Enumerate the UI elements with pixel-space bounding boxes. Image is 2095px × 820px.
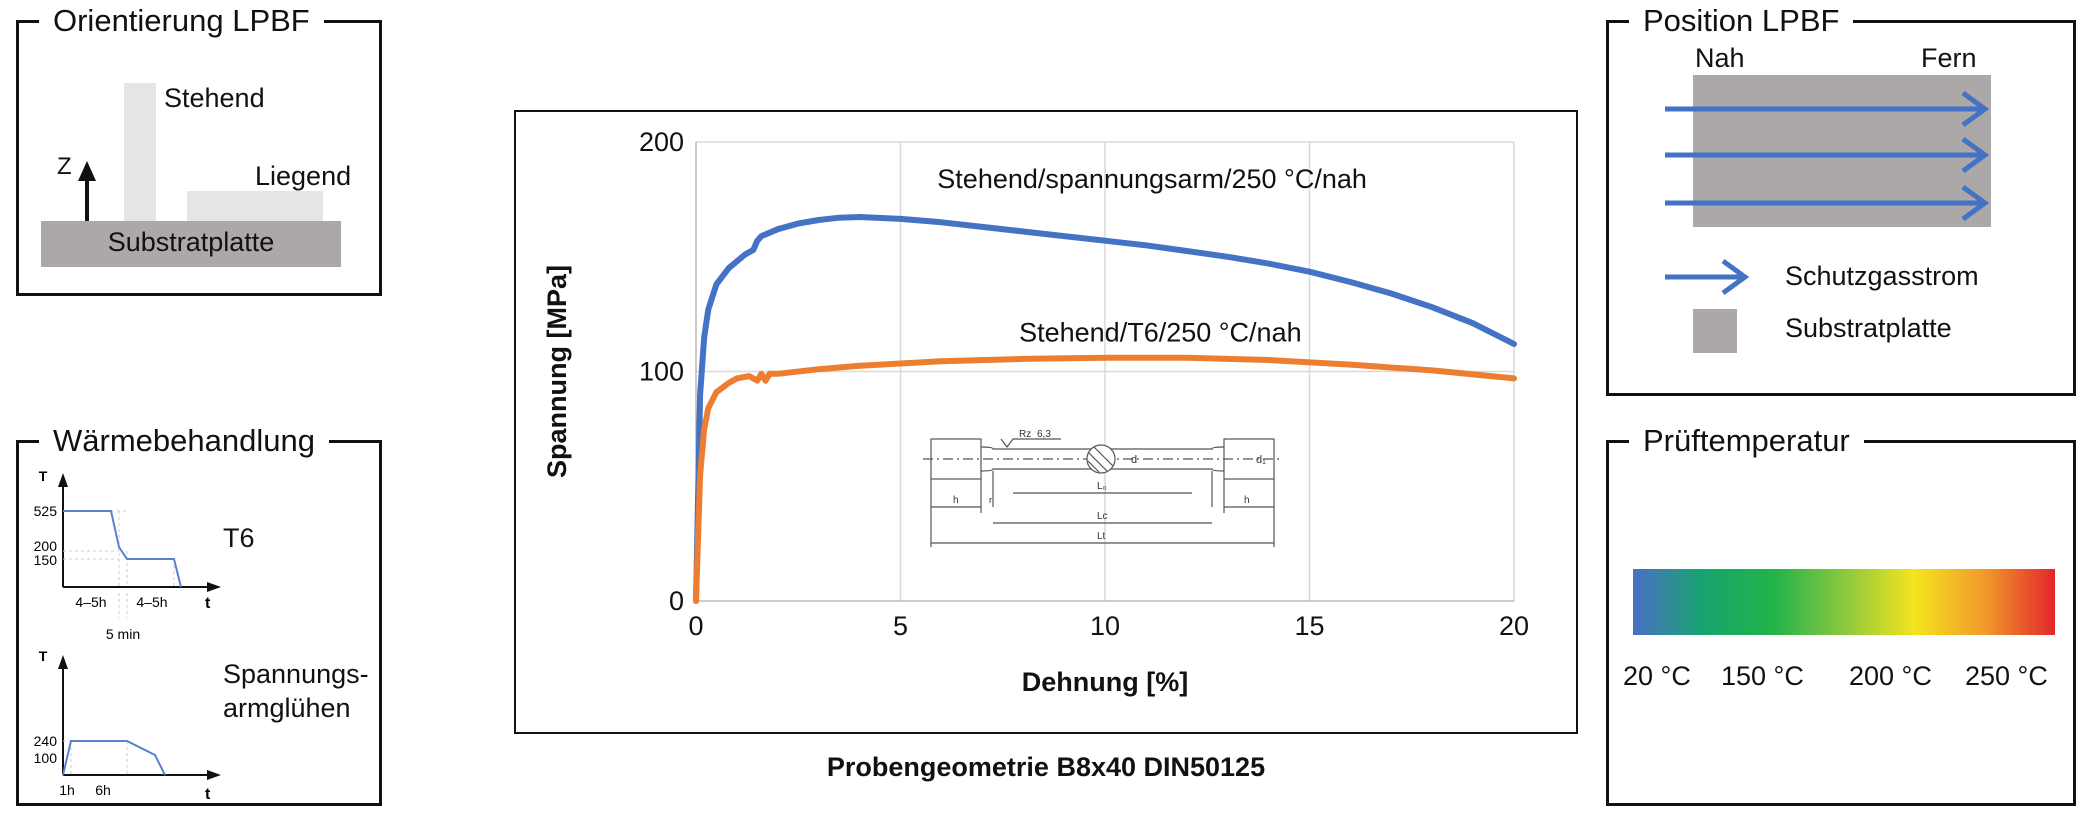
series-line-1 xyxy=(693,214,1517,604)
t6-tick-150: 150 xyxy=(34,552,58,568)
series-label-1: Stehend/spannungsarm/250 °C/nah xyxy=(937,164,1367,194)
liegend-label: Liegend xyxy=(255,161,352,191)
spann-label-line2: armglühen xyxy=(223,693,351,723)
specimen-d1: d₁ xyxy=(1256,454,1266,466)
t6-tick-200: 200 xyxy=(34,538,58,554)
x-axis-title: Dehnung [%] xyxy=(1022,667,1188,697)
legend-plate-swatch xyxy=(1693,309,1737,353)
t6-tick-525: 525 xyxy=(34,503,58,519)
x-tick-label: 0 xyxy=(688,611,703,641)
x-tick-label: 5 xyxy=(893,611,908,641)
temperature-gradient-bar xyxy=(1633,569,2055,635)
spann-tick-100: 100 xyxy=(34,750,58,766)
x-tick-label: 10 xyxy=(1090,611,1120,641)
specimen-rz: Rz xyxy=(1019,429,1031,440)
flow-arrow-1-icon xyxy=(1665,90,1990,128)
spann-y-axis-label: T xyxy=(39,648,48,664)
pruftemperatur-title: Prüftemperatur xyxy=(1629,421,1864,461)
t6-y-axis-label: T xyxy=(39,468,48,484)
temp-label-20: 20 °C xyxy=(1623,661,1691,691)
t6-x-label-2: 4–5h xyxy=(136,594,167,610)
position-title: Position LPBF xyxy=(1629,1,1854,41)
z-arrow-icon xyxy=(78,161,96,221)
temp-label-250: 250 °C xyxy=(1965,661,2048,691)
liegend-block xyxy=(187,191,323,223)
chart-grid xyxy=(696,141,1515,601)
substratplatte-block xyxy=(41,221,341,267)
waermebehandlung-title: Wärmebehandlung xyxy=(39,421,329,461)
orientierung-panel: Orientierung LPBF Substratplatte Stehend… xyxy=(16,1,382,296)
specimen-lc: Lc xyxy=(1097,511,1108,522)
t6-x-label-1: 4–5h xyxy=(75,594,106,610)
temp-label-150: 150 °C xyxy=(1721,661,1804,691)
specimen-h-left: h xyxy=(953,495,959,506)
t6-note-5min: 5 min xyxy=(106,626,140,642)
y-tick-label: 200 xyxy=(639,127,684,157)
fern-label: Fern xyxy=(1921,43,1977,73)
spann-tick-240: 240 xyxy=(34,733,58,749)
legend-flow-label: Schutzgasstrom xyxy=(1785,261,1979,291)
t6-label: T6 xyxy=(223,523,255,553)
legend-flow-arrow-icon xyxy=(1665,258,1750,296)
specimen-h-right: h xyxy=(1244,495,1250,506)
specimen-l0: L₀ xyxy=(1097,481,1107,492)
gasflow-arrows xyxy=(1665,90,1990,296)
temp-label-200: 200 °C xyxy=(1849,661,1932,691)
series-line-2 xyxy=(693,354,1517,604)
specimen-lt: Lt xyxy=(1097,531,1106,542)
t6-diagram: T 525 200 150 4–5h 4–5h t 5 min xyxy=(34,468,221,642)
flow-arrow-2-icon xyxy=(1665,136,1990,174)
pruftemperatur-panel: Prüftemperatur 20 °C 150 °C 200 °C 250 °… xyxy=(1606,421,2076,806)
z-axis-label: Z xyxy=(57,153,72,180)
position-panel: Position LPBF Nah Fern Schutzgasstrom Su… xyxy=(1606,1,2076,396)
chart-labels: Stehend/spannungsarm/250 °C/nah Stehend/T… xyxy=(542,164,1367,697)
y-axis-title: Spannung [MPa] xyxy=(542,265,572,478)
x-tick-label: 20 xyxy=(1499,611,1529,641)
y-tick-label: 100 xyxy=(639,357,684,387)
series-label-2: Stehend/T6/250 °C/nah xyxy=(1019,318,1302,348)
specimen-r: r xyxy=(989,495,992,505)
specimen-d: d xyxy=(1131,454,1137,466)
x-tick-label: 15 xyxy=(1294,611,1324,641)
spann-label-line1: Spannungs- xyxy=(223,659,369,689)
chart-panel: 0 5 10 15 20 0 100 200 Rz 6,3 d d₁ r h h L₀ xyxy=(514,110,1578,734)
specimen-rz-value: 6,3 xyxy=(1037,429,1051,440)
chart-series xyxy=(693,214,1517,604)
stehend-label: Stehend xyxy=(164,83,265,113)
spann-x-axis-label: t xyxy=(205,786,211,803)
nah-label: Nah xyxy=(1695,43,1745,73)
spann-x-label-2: 6h xyxy=(95,782,111,798)
chart-caption: Probengeometrie B8x40 DIN50125 xyxy=(826,752,1266,782)
orientierung-title: Orientierung LPBF xyxy=(39,1,324,41)
spannungsarm-diagram: T 240 100 1h 6h t xyxy=(34,648,221,803)
flow-arrow-3-icon xyxy=(1665,184,1990,222)
stehend-block xyxy=(124,83,156,223)
spann-x-label-1: 1h xyxy=(59,782,75,798)
waermebehandlung-panel: Wärmebehandlung T 525 200 150 4–5h 4–5h … xyxy=(16,421,382,806)
specimen-drawing: Rz 6,3 d d₁ r h h L₀ Lc Lt xyxy=(923,429,1282,547)
t6-x-axis-label: t xyxy=(205,595,211,612)
y-tick-label: 0 xyxy=(669,586,684,616)
legend-plate-label: Substratplatte xyxy=(1785,313,1952,343)
substratplatte-label: Substratplatte xyxy=(107,227,275,257)
